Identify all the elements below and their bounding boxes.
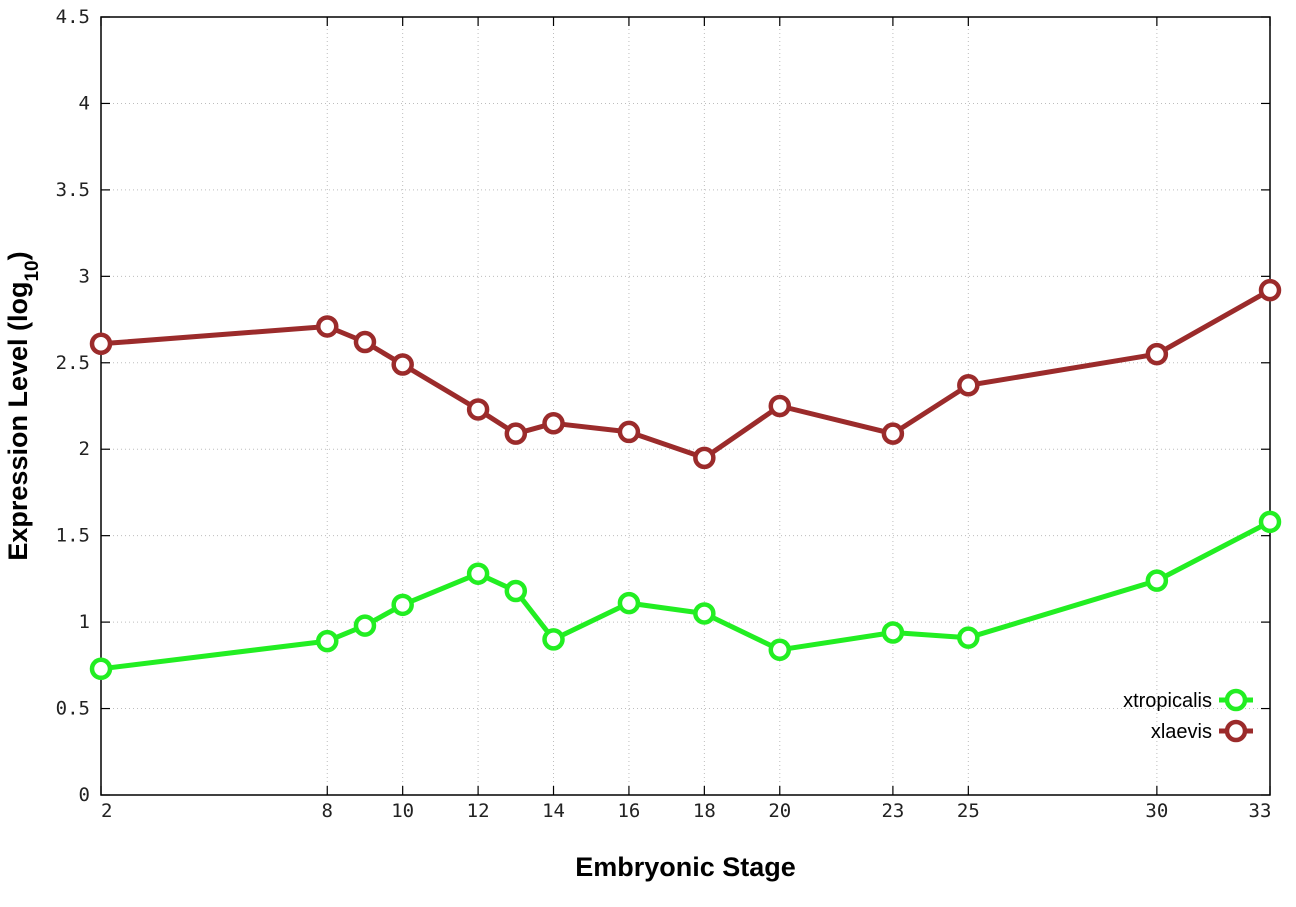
legend-swatch-marker-xtropicalis — [1224, 688, 1248, 712]
data-point-xlaevis — [881, 422, 905, 445]
data-point-xlaevis — [1145, 342, 1169, 366]
data-point-xlaevis — [957, 374, 980, 397]
data-point-xlaevis — [768, 394, 792, 418]
x-tick-label: 30 — [1145, 800, 1168, 822]
grid — [101, 17, 1270, 795]
y-tick-label: 1 — [79, 611, 90, 633]
y-tick-label: 3 — [79, 265, 90, 287]
data-point-xtropicalis — [504, 579, 528, 603]
data-point-xtropicalis — [957, 626, 980, 649]
x-tick-label: 18 — [693, 800, 716, 822]
series-xtropicalis — [89, 510, 1282, 681]
x-tick-label: 23 — [881, 800, 904, 822]
data-point-xtropicalis — [881, 621, 905, 644]
x-tick-label: 10 — [391, 800, 414, 822]
data-point-xlaevis — [542, 412, 565, 435]
series-line-xtropicalis — [100, 519, 1272, 672]
legend-swatch-marker-xlaevis — [1224, 719, 1248, 743]
x-axis-title: Embryonic Stage — [575, 852, 796, 882]
x-tick-label: 8 — [322, 800, 333, 822]
series-layer — [89, 278, 1282, 681]
data-point-xtropicalis — [542, 628, 565, 651]
y-tick-label: 2.5 — [56, 352, 90, 374]
x-tick-label: 33 — [1249, 800, 1272, 822]
data-point-xlaevis — [693, 446, 716, 470]
data-point-xtropicalis — [617, 591, 641, 615]
data-point-xtropicalis — [1258, 510, 1282, 534]
y-tick-label: 0 — [79, 784, 90, 806]
x-tick-label: 16 — [617, 800, 640, 822]
axis-ticks: 0 0.5 1 1.5 2 2.5 3 3.5 4 4.5 2 8 10 12 14 16 18 20 23 25 30… — [56, 6, 1272, 822]
legend-label-xtropicalis: xtropicalis — [1123, 690, 1212, 712]
y-tick-label: 2 — [79, 438, 90, 460]
legend: xtropicalis xlaevis — [1123, 688, 1253, 743]
y-axis-title-main: Expression Level (log — [3, 282, 33, 561]
data-point-xlaevis — [1258, 278, 1282, 302]
data-point-xtropicalis — [316, 629, 339, 653]
y-tick-label: 1.5 — [56, 525, 90, 547]
legend-label-xlaevis: xlaevis — [1151, 721, 1212, 743]
plot-frame — [100, 16, 1271, 796]
data-point-xtropicalis — [693, 602, 716, 625]
data-point-xlaevis — [391, 353, 414, 376]
x-tick-label: 2 — [101, 800, 112, 822]
data-point-xlaevis — [353, 330, 377, 354]
data-point-xtropicalis — [391, 593, 414, 617]
x-tick-label: 12 — [467, 800, 490, 822]
data-point-xtropicalis — [466, 562, 490, 585]
data-point-xlaevis — [316, 315, 339, 338]
y-tick-label: 4.5 — [56, 6, 90, 28]
data-point-xtropicalis — [353, 614, 377, 637]
data-point-xtropicalis — [768, 638, 792, 662]
y-tick-label: 0.5 — [56, 698, 90, 720]
series-line-xlaevis — [100, 288, 1272, 461]
y-tick-label: 3.5 — [56, 179, 90, 201]
series-xlaevis — [89, 278, 1282, 470]
data-point-xlaevis — [89, 332, 113, 356]
data-point-xlaevis — [466, 398, 490, 421]
data-point-xtropicalis — [89, 657, 113, 681]
x-tick-label: 20 — [768, 800, 791, 822]
data-point-xlaevis — [504, 422, 528, 445]
y-axis-title-close: ) — [3, 251, 33, 260]
x-tick-label: 25 — [957, 800, 980, 822]
data-point-xtropicalis — [1145, 569, 1169, 592]
y-tick-label: 4 — [79, 92, 90, 114]
y-axis-title-subscript: 10 — [22, 260, 43, 281]
y-axis-title: Expression Level (log10) — [3, 251, 43, 560]
data-point-xlaevis — [617, 420, 641, 444]
x-tick-label: 14 — [542, 800, 565, 822]
